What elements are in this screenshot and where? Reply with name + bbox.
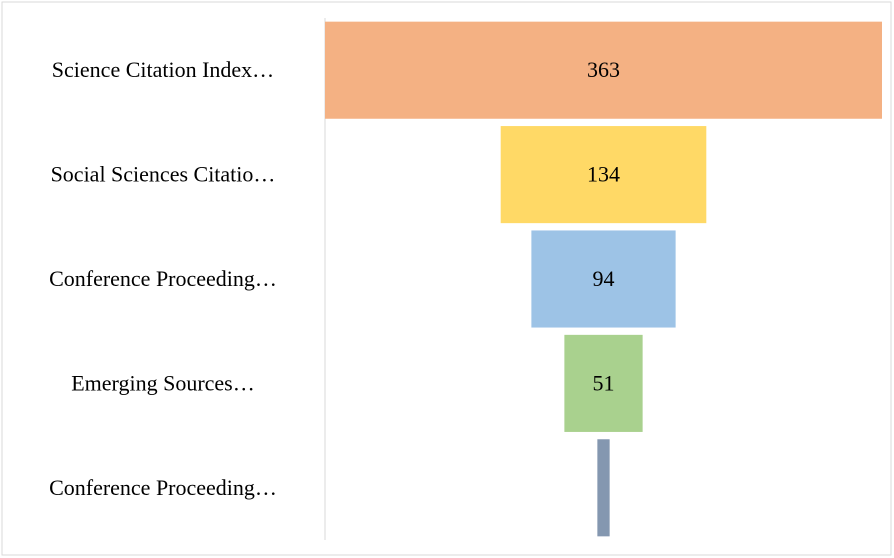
funnel-bar bbox=[597, 439, 610, 537]
funnel-bar bbox=[500, 126, 707, 224]
category-label: Science Citation Index… bbox=[52, 57, 274, 82]
category-label: Conference Proceeding… bbox=[49, 266, 277, 291]
funnel-bar bbox=[564, 334, 643, 432]
data-label: 134 bbox=[587, 162, 620, 187]
funnel-bar bbox=[531, 230, 676, 328]
category-label: Social Sciences Citatio… bbox=[51, 162, 276, 187]
funnel-bar bbox=[325, 21, 882, 119]
data-label: 363 bbox=[587, 57, 620, 82]
category-label: Conference Proceeding… bbox=[49, 475, 277, 500]
data-label: 51 bbox=[593, 370, 615, 395]
data-label: 94 bbox=[593, 266, 615, 291]
category-label: Emerging Sources… bbox=[71, 370, 255, 395]
